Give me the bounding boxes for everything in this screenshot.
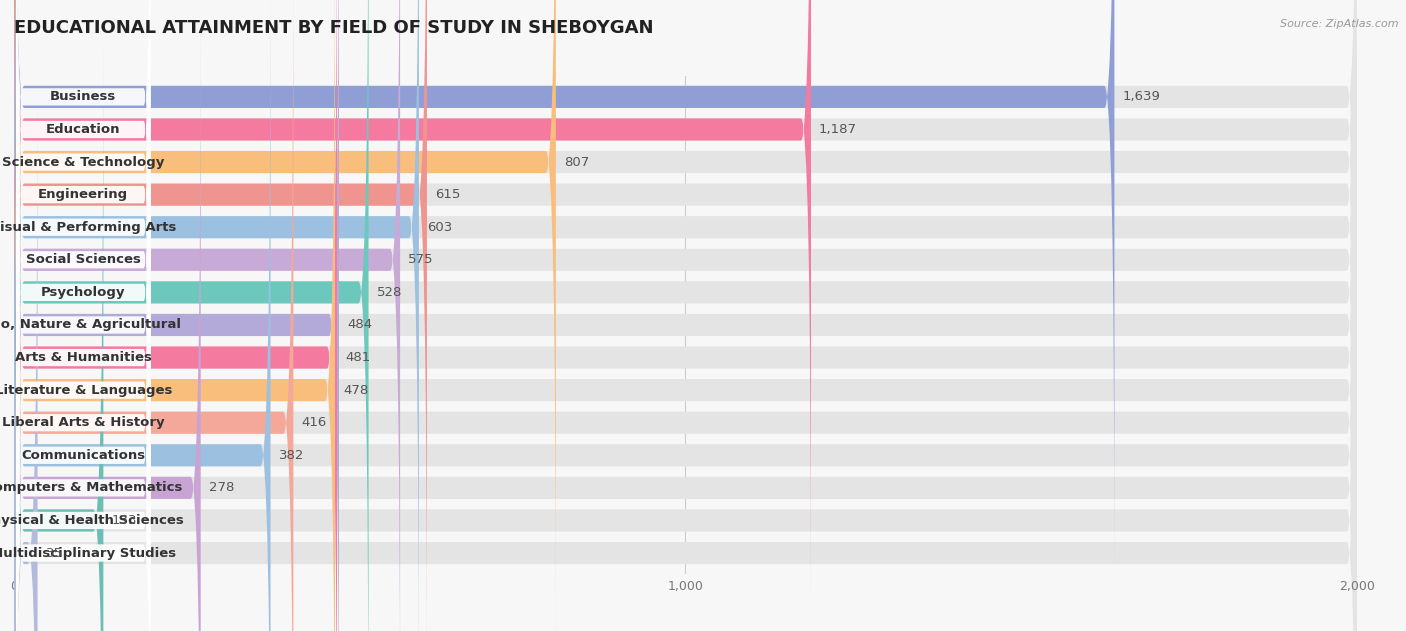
FancyBboxPatch shape xyxy=(14,43,104,631)
FancyBboxPatch shape xyxy=(14,0,1357,631)
FancyBboxPatch shape xyxy=(15,0,150,512)
FancyBboxPatch shape xyxy=(14,0,419,631)
Text: EDUCATIONAL ATTAINMENT BY FIELD OF STUDY IN SHEBOYGAN: EDUCATIONAL ATTAINMENT BY FIELD OF STUDY… xyxy=(14,19,654,37)
Text: Computers & Mathematics: Computers & Mathematics xyxy=(0,481,183,494)
FancyBboxPatch shape xyxy=(14,0,1357,631)
FancyBboxPatch shape xyxy=(14,75,1357,631)
Text: Science & Technology: Science & Technology xyxy=(1,156,165,168)
Text: 1,639: 1,639 xyxy=(1122,90,1160,103)
FancyBboxPatch shape xyxy=(15,0,150,414)
Text: 382: 382 xyxy=(278,449,304,462)
FancyBboxPatch shape xyxy=(14,0,368,631)
FancyBboxPatch shape xyxy=(15,0,150,545)
Text: Engineering: Engineering xyxy=(38,188,128,201)
FancyBboxPatch shape xyxy=(14,0,1357,631)
Text: Communications: Communications xyxy=(21,449,145,462)
Text: Liberal Arts & History: Liberal Arts & History xyxy=(1,416,165,429)
Text: 603: 603 xyxy=(427,221,453,233)
Text: 575: 575 xyxy=(408,253,433,266)
FancyBboxPatch shape xyxy=(15,105,150,631)
Text: Multidisciplinary Studies: Multidisciplinary Studies xyxy=(0,546,176,560)
Text: Visual & Performing Arts: Visual & Performing Arts xyxy=(0,221,176,233)
FancyBboxPatch shape xyxy=(14,10,201,631)
FancyBboxPatch shape xyxy=(14,0,337,631)
FancyBboxPatch shape xyxy=(14,0,401,631)
Text: 528: 528 xyxy=(377,286,402,299)
Text: 35: 35 xyxy=(45,546,63,560)
Text: Business: Business xyxy=(51,90,117,103)
FancyBboxPatch shape xyxy=(14,10,1357,631)
FancyBboxPatch shape xyxy=(14,0,1357,631)
FancyBboxPatch shape xyxy=(14,0,427,631)
FancyBboxPatch shape xyxy=(14,0,1357,631)
Text: Education: Education xyxy=(46,123,121,136)
FancyBboxPatch shape xyxy=(14,0,294,631)
Text: 1,187: 1,187 xyxy=(820,123,858,136)
FancyBboxPatch shape xyxy=(14,0,1357,631)
FancyBboxPatch shape xyxy=(14,75,38,631)
Text: 807: 807 xyxy=(564,156,589,168)
Text: Physical & Health Sciences: Physical & Health Sciences xyxy=(0,514,184,527)
FancyBboxPatch shape xyxy=(14,0,1357,631)
Text: 416: 416 xyxy=(301,416,326,429)
FancyBboxPatch shape xyxy=(14,0,811,607)
FancyBboxPatch shape xyxy=(15,40,150,631)
FancyBboxPatch shape xyxy=(15,0,150,479)
FancyBboxPatch shape xyxy=(14,0,1357,607)
FancyBboxPatch shape xyxy=(14,43,1357,631)
Text: 615: 615 xyxy=(434,188,460,201)
Text: Arts & Humanities: Arts & Humanities xyxy=(15,351,152,364)
FancyBboxPatch shape xyxy=(15,0,150,577)
FancyBboxPatch shape xyxy=(15,0,150,447)
Text: Source: ZipAtlas.com: Source: ZipAtlas.com xyxy=(1281,19,1399,29)
FancyBboxPatch shape xyxy=(14,0,339,631)
FancyBboxPatch shape xyxy=(14,0,335,631)
FancyBboxPatch shape xyxy=(14,0,270,631)
FancyBboxPatch shape xyxy=(14,0,1115,575)
Text: Literature & Languages: Literature & Languages xyxy=(0,384,172,397)
FancyBboxPatch shape xyxy=(15,236,150,631)
FancyBboxPatch shape xyxy=(15,0,150,610)
Text: 478: 478 xyxy=(343,384,368,397)
FancyBboxPatch shape xyxy=(15,203,150,631)
Text: 484: 484 xyxy=(347,319,373,331)
FancyBboxPatch shape xyxy=(15,138,150,631)
FancyBboxPatch shape xyxy=(15,171,150,631)
Text: Social Sciences: Social Sciences xyxy=(25,253,141,266)
FancyBboxPatch shape xyxy=(14,0,555,631)
FancyBboxPatch shape xyxy=(14,0,1357,575)
Text: 481: 481 xyxy=(344,351,370,364)
Text: 133: 133 xyxy=(111,514,136,527)
Text: 278: 278 xyxy=(208,481,235,494)
FancyBboxPatch shape xyxy=(14,0,1357,631)
FancyBboxPatch shape xyxy=(15,8,150,631)
Text: Bio, Nature & Agricultural: Bio, Nature & Agricultural xyxy=(0,319,181,331)
FancyBboxPatch shape xyxy=(15,73,150,631)
FancyBboxPatch shape xyxy=(14,0,1357,631)
FancyBboxPatch shape xyxy=(14,0,1357,631)
Text: Psychology: Psychology xyxy=(41,286,125,299)
